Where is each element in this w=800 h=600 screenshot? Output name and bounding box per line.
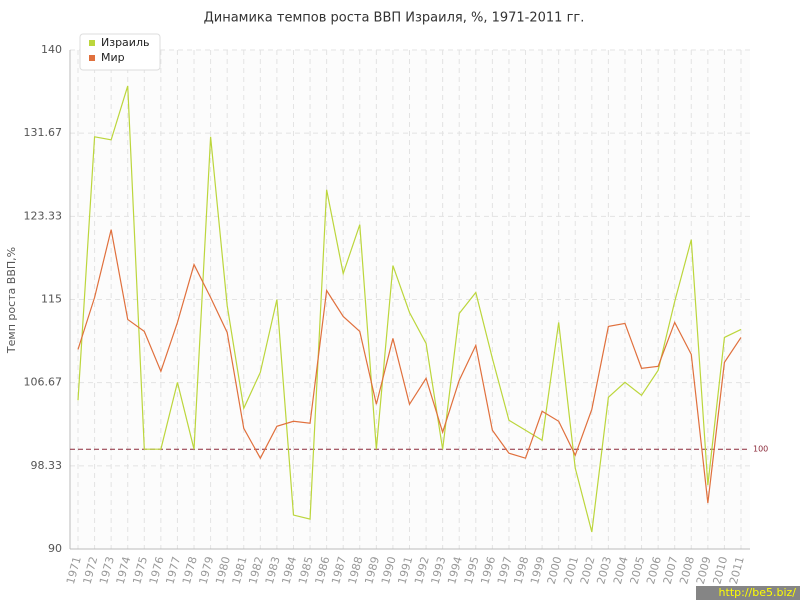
y-tick-label: 140 [41, 43, 62, 56]
y-tick-label: 115 [41, 293, 62, 306]
chart-title: Динамика темпов роста ВВП Израиля, %, 19… [204, 11, 585, 26]
y-tick-label: 90 [48, 542, 62, 555]
legend-swatch [89, 40, 95, 46]
watermark: http://be5.biz/ [719, 586, 797, 599]
legend-label: Израиль [101, 36, 149, 49]
y-tick-label: 98.33 [31, 459, 63, 472]
legend-box [79, 33, 161, 71]
x-tick-label: 2011 [727, 555, 747, 585]
y-axis-label: Темп роста ВВП,% [5, 247, 18, 354]
watermark-bg [696, 586, 800, 600]
legend-swatch [89, 55, 95, 61]
legend-label: Мир [101, 51, 125, 64]
reference-label: 100 [753, 445, 768, 454]
series-line [77, 85, 742, 533]
y-tick-label: 106.67 [24, 376, 63, 389]
series-line [77, 229, 742, 504]
legend: Израиль Мир [79, 33, 161, 71]
y-tick-label: 131.67 [24, 126, 63, 139]
y-tick-label: 123.33 [24, 209, 63, 222]
